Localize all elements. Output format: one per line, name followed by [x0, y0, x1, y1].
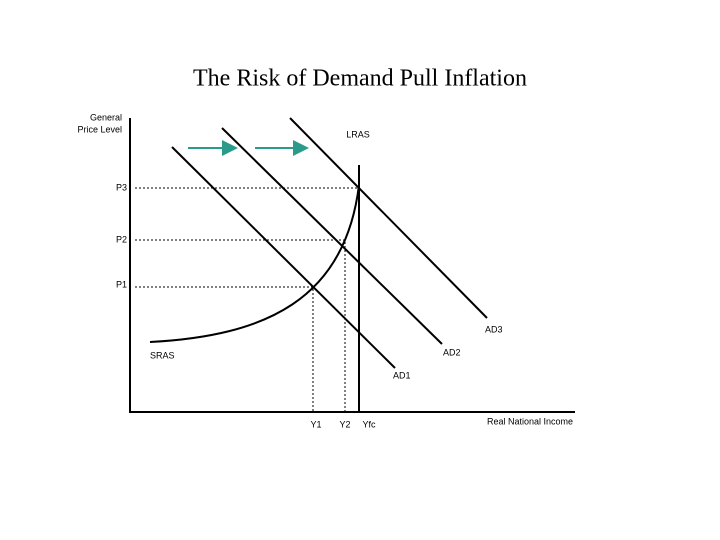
output-level-label: Y2: [339, 419, 350, 429]
ad1-curve: [171, 146, 396, 369]
x-axis-label: Real National Income: [487, 416, 573, 426]
output-level-label: Y1: [310, 419, 321, 429]
title: The Risk of Demand Pull Inflation: [193, 66, 527, 92]
price-level-label: P3: [116, 182, 127, 192]
output-level-label: Yfc: [362, 419, 376, 429]
axes: [129, 118, 575, 413]
sras-curve: [149, 184, 360, 343]
y-axis-label: Price Level: [77, 124, 122, 134]
curve-label: LRAS: [346, 129, 370, 139]
ad3-curve: [289, 117, 488, 319]
y-axis-label: General: [90, 112, 122, 122]
ad2-curve: [221, 127, 443, 345]
curve-label: AD2: [443, 347, 461, 357]
curve-label: SRAS: [150, 350, 175, 360]
curve-label: AD1: [393, 370, 411, 380]
price-level-label: P1: [116, 279, 127, 289]
price-level-label: P2: [116, 234, 127, 244]
curve-label: AD3: [485, 324, 503, 334]
